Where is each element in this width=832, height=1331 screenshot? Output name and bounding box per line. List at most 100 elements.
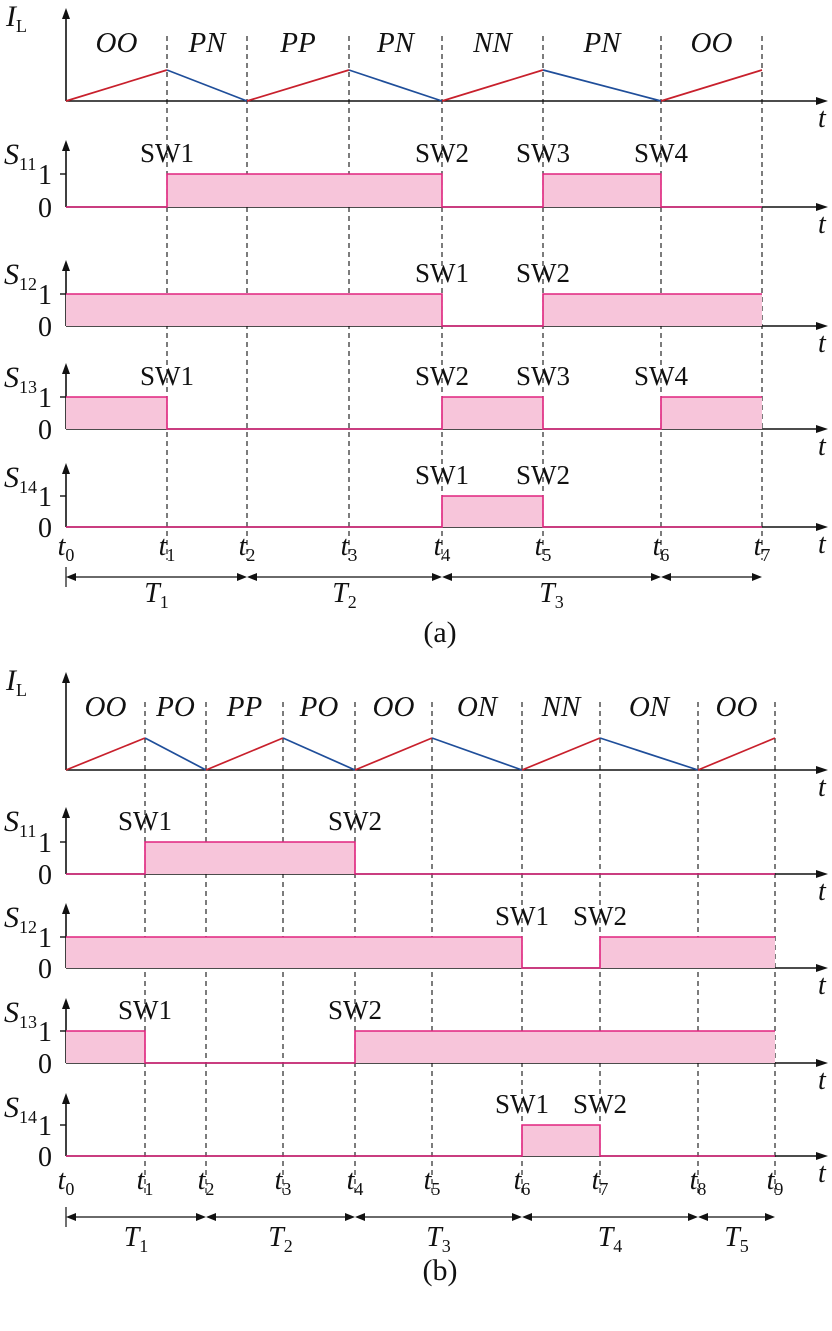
il-segment	[348, 69, 443, 102]
switch-event-label: SW1	[118, 806, 172, 836]
il-state-label: PP	[279, 27, 315, 59]
switch-event-label: SW2	[415, 361, 469, 391]
switch-axis-arrowhead	[62, 998, 70, 1009]
period-arrow-arrow-right	[432, 573, 442, 581]
switch-waveform	[66, 293, 762, 327]
level-one-label: 1	[38, 160, 52, 191]
il-segment	[144, 737, 207, 771]
switch-axis-arrowhead	[62, 463, 70, 474]
level-one-label: 1	[38, 923, 52, 954]
time-axis-label: t	[818, 328, 827, 359]
level-one-label: 1	[38, 383, 52, 414]
period-label: T5	[724, 1222, 749, 1256]
il-segment	[246, 69, 350, 102]
switch-event-label: SW3	[516, 138, 570, 168]
il-time-axis-arrowhead	[816, 97, 828, 105]
time-axis-label: t	[818, 772, 827, 803]
switch-waveform	[66, 841, 775, 875]
period-label: T1	[124, 1222, 149, 1256]
switch-axis-label: S13	[4, 996, 37, 1032]
period-arrow-arrow-right	[345, 1213, 355, 1221]
switch-time-axis-arrowhead	[816, 1059, 828, 1067]
il-segment	[697, 737, 776, 771]
time-tick-label: t5	[535, 531, 552, 565]
switch-waveform	[66, 396, 762, 430]
switch-waveform	[66, 936, 775, 969]
switch-on-region	[66, 294, 442, 326]
switch-on-region	[66, 937, 522, 968]
time-tick-label: t8	[690, 1165, 707, 1199]
switch-event-label: SW2	[328, 806, 382, 836]
level-one-label: 1	[38, 482, 52, 513]
il-segment	[660, 69, 763, 102]
level-zero-label: 0	[38, 193, 52, 224]
il-state-label: PP	[226, 691, 262, 723]
il-state-label: OO	[96, 27, 138, 59]
switch-axis-arrowhead	[62, 363, 70, 374]
switch-time-axis-arrowhead	[816, 322, 828, 330]
switch-axis-label: S12	[4, 258, 37, 294]
time-axis-label: t	[818, 970, 827, 1001]
period-arrow-arrow-right	[752, 573, 762, 581]
switch-axis-arrowhead	[62, 903, 70, 914]
level-one-label: 1	[38, 1017, 52, 1048]
period-arrow-arrow-left	[206, 1213, 216, 1221]
il-state-label: PN	[187, 27, 227, 59]
level-zero-label: 0	[38, 1142, 52, 1173]
il-segment	[542, 69, 662, 102]
switch-event-label: SW1	[118, 995, 172, 1025]
il-segment	[431, 737, 523, 771]
il-segment	[599, 737, 699, 771]
switch-axis-label: S12	[4, 901, 37, 937]
il-axis-label: IL	[5, 0, 27, 36]
switch-axis-label: S11	[4, 805, 36, 841]
switch-event-label: SW2	[415, 138, 469, 168]
switch-on-region	[543, 174, 661, 207]
switch-event-label: SW2	[516, 460, 570, 490]
level-zero-label: 0	[38, 312, 52, 343]
period-label: T4	[598, 1222, 623, 1256]
switch-axis-label: S14	[4, 461, 37, 497]
period-label: T2	[332, 578, 357, 612]
period-arrow-arrow-left	[522, 1213, 532, 1221]
il-state-label: OO	[373, 691, 415, 723]
switch-event-label: SW1	[495, 1089, 549, 1119]
period-arrow-arrow-left	[247, 573, 257, 581]
switch-on-region	[661, 397, 762, 429]
time-tick-label: t2	[239, 531, 256, 565]
level-zero-label: 0	[38, 415, 52, 446]
period-arrow-arrow-right	[688, 1213, 698, 1221]
period-arrow-arrow-left	[355, 1213, 365, 1221]
time-axis-label: t	[818, 209, 827, 240]
il-state-label: PN	[376, 27, 416, 59]
switch-waveform	[66, 1030, 775, 1064]
switch-event-label: SW1	[415, 460, 469, 490]
switch-time-axis-arrowhead	[816, 523, 828, 531]
il-axis-arrowhead	[62, 672, 70, 683]
time-tick-label: t0	[58, 531, 75, 565]
time-axis-label: t	[818, 529, 827, 560]
switch-on-region	[66, 397, 167, 429]
il-state-label: OO	[691, 27, 733, 59]
il-segment	[65, 737, 146, 771]
switch-axis-label: S11	[4, 138, 36, 174]
il-state-label: OO	[85, 691, 127, 723]
period-arrow-arrow-left	[66, 1213, 76, 1221]
switch-on-region	[522, 1125, 600, 1156]
il-segment	[354, 737, 433, 771]
switch-on-region	[543, 294, 762, 326]
switch-time-axis-arrowhead	[816, 870, 828, 878]
il-state-label: PO	[155, 691, 195, 723]
switch-event-label: SW2	[328, 995, 382, 1025]
il-state-label: OO	[716, 691, 758, 723]
switch-waveform	[66, 1124, 775, 1157]
switch-event-label: SW2	[573, 1089, 627, 1119]
period-arrow-arrow-left	[698, 1213, 708, 1221]
period-label: T1	[144, 578, 169, 612]
switch-on-region	[442, 397, 543, 429]
switch-event-label: SW1	[495, 901, 549, 931]
switch-axis-arrowhead	[62, 140, 70, 151]
level-zero-label: 0	[38, 860, 52, 891]
il-state-label: PO	[299, 691, 339, 723]
switch-on-region	[600, 937, 775, 968]
